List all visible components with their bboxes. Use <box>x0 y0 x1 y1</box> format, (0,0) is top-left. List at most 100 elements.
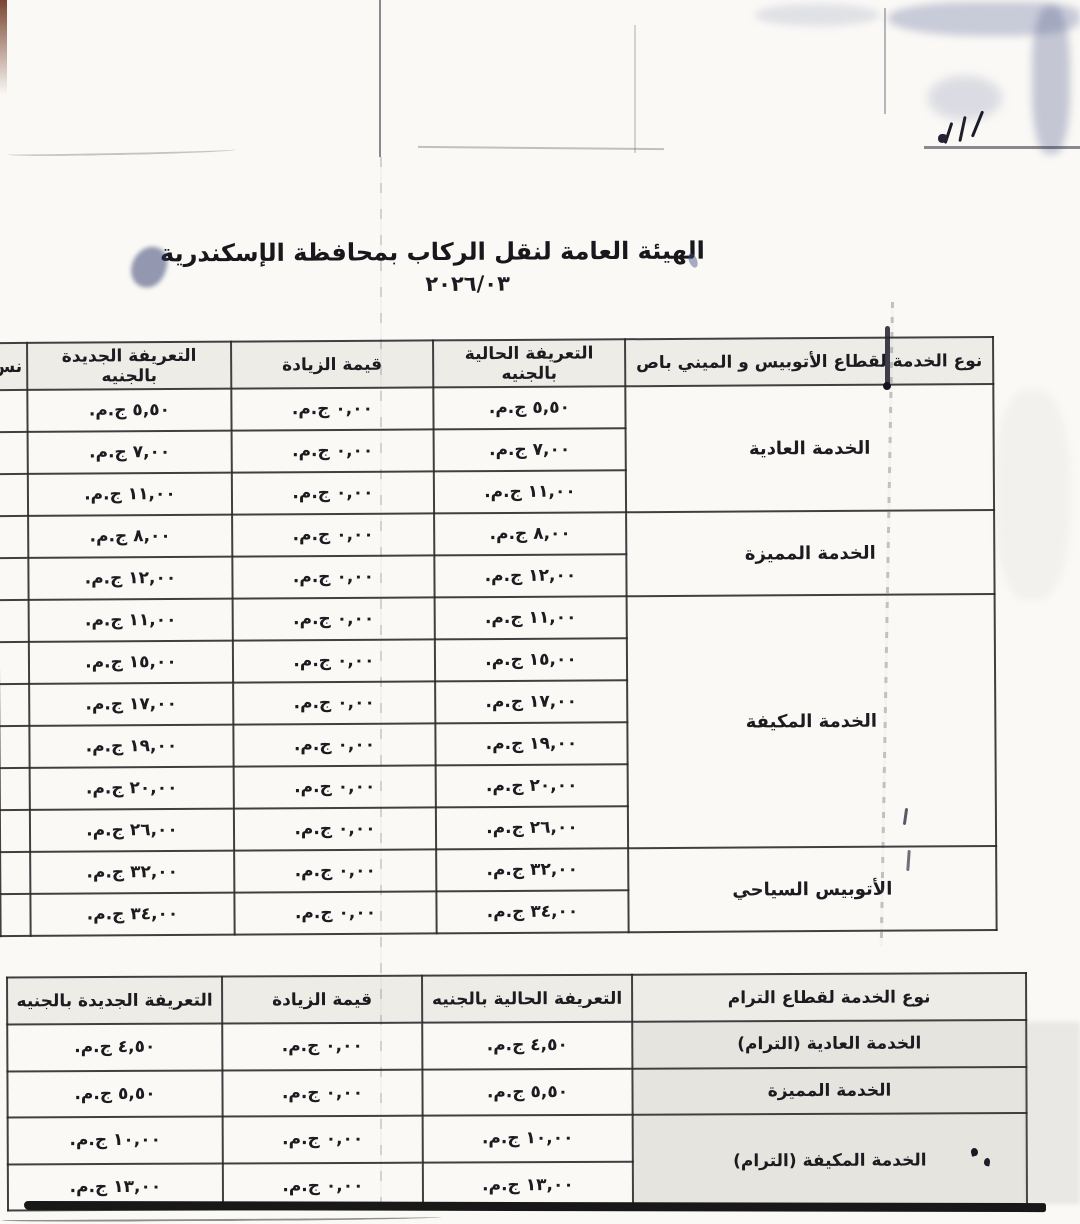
current-fare-cell: ٣٢,٠٠ ج.م. <box>436 848 629 892</box>
header-current-tariff: التعريفة الحالية بالجنيه <box>433 339 626 388</box>
new-fare-cell: ١١,٠٠ ج.م. <box>27 472 233 516</box>
scan-edge-stain <box>0 0 7 95</box>
new-fare-cell: ١٥,٠٠ ج.م. <box>28 640 234 684</box>
table-header-row: نوع الخدمة لقطاع الأتوبيس و الميني باص ا… <box>0 337 994 391</box>
header-service-type: نوع الخدمة لقطاع الترام <box>632 973 1027 1022</box>
bus-fare-table: نوع الخدمة لقطاع الأتوبيس و الميني باص ا… <box>0 336 998 937</box>
handwritten-mark <box>943 122 954 144</box>
scan-smudge-top <box>755 4 880 26</box>
table-row: الأتوبيس السياحي ٣٢,٠٠ ج.م. ٠,٠٠ ج.م. ٣٢… <box>0 845 997 933</box>
increase-cell: ٠,٠٠ ج.م. <box>222 1162 424 1210</box>
service-type-cell: الخدمة المكيفة <box>626 594 997 849</box>
new-fare-cell: ٢٦,٠٠ ج.م. <box>29 808 235 852</box>
increase-cell: ٠,٠٠ ج.م. <box>233 765 436 809</box>
service-type-cell: الخدمة المميزة <box>626 510 995 597</box>
clipped-cell <box>0 599 29 643</box>
current-fare-cell: ٤,٥٠ ج.م. <box>422 1021 633 1070</box>
increase-cell: ٠,٠٠ ج.م. <box>233 807 437 851</box>
new-fare-cell: ٨,٠٠ ج.م. <box>28 514 233 558</box>
clipped-cell <box>0 809 31 853</box>
current-fare-cell: ٨,٠٠ ج.م. <box>434 512 627 556</box>
scan-noise <box>995 390 1070 600</box>
document-date: ٢٠٢٦/٠٣ <box>425 271 510 297</box>
current-fare-cell: ٥,٥٠ ج.م. <box>433 386 626 430</box>
current-fare-cell: ٥,٥٠ ج.م. <box>422 1068 633 1116</box>
current-fare-cell: ١٢,٠٠ ج.م. <box>434 554 627 598</box>
increase-cell: ٠,٠٠ ج.م. <box>231 429 434 473</box>
new-fare-cell: ١٠,٠٠ ج.م. <box>7 1116 223 1164</box>
header-new-tariff: التعريفة الجديدة بالجنيه <box>7 976 223 1025</box>
table-row: الخدمة المميزة ٨,٠٠ ج.م. ٠,٠٠ ج.م. ٨,٠٠ … <box>0 510 995 597</box>
table-header-row: نوع الخدمة لقطاع الترام التعريفة الحالية… <box>7 973 1027 1025</box>
header-clipped-column: نس <box>0 342 28 391</box>
clipped-cell <box>0 683 30 727</box>
increase-cell: ٠,٠٠ ج.م. <box>231 387 434 431</box>
clipped-cell <box>0 641 30 685</box>
service-type-cell: الأتوبيس السياحي <box>628 845 997 933</box>
organization-title: الهيئة العامة لنقل الركاب بمحافظة الإسكن… <box>159 236 705 268</box>
new-fare-cell: ٥,٥٠ ج.م. <box>27 388 232 432</box>
scan-paper-edge-line <box>924 146 1080 149</box>
header-new-tariff: التعريفة الجديدة بالجنيه <box>27 341 232 390</box>
document-header: الهيئة العامة لنقل الركاب بمحافظة الإسكن… <box>160 237 705 298</box>
clipped-cell <box>0 389 28 433</box>
new-fare-cell: ٢٠,٠٠ ج.م. <box>29 766 234 810</box>
increase-cell: ٠,٠٠ ج.م. <box>222 1115 423 1164</box>
increase-cell: ٠,٠٠ ج.م. <box>232 555 435 599</box>
current-fare-cell: ١٠,٠٠ ج.م. <box>422 1114 633 1163</box>
handwritten-mark <box>938 134 947 143</box>
new-fare-cell: ١٣,٠٠ ج.م. <box>7 1163 224 1211</box>
clipped-cell <box>0 431 28 475</box>
scan-crease-vertical-top <box>379 0 381 157</box>
increase-cell: ٠,٠٠ ج.م. <box>234 849 437 893</box>
handwritten-mark <box>970 110 985 138</box>
new-fare-cell: ٣٤,٠٠ ج.م. <box>30 892 235 936</box>
current-fare-cell: ١١,٠٠ ج.م. <box>434 596 627 640</box>
service-type-cell: الخدمة العادية (الترام) <box>632 1020 1027 1069</box>
current-fare-cell: ٣٤,٠٠ ج.م. <box>436 890 629 934</box>
new-fare-cell: ١٢,٠٠ ج.م. <box>28 556 233 600</box>
new-fare-cell: ١١,٠٠ ج.م. <box>28 598 233 642</box>
table-row: الخدمة المكيفة (الترام) ١٠,٠٠ ج.م. ٠,٠٠ … <box>7 1113 1028 1208</box>
scan-smudge-top-right <box>888 2 1080 36</box>
increase-cell: ٠,٠٠ ج.م. <box>222 1069 423 1117</box>
new-fare-cell: ١٩,٠٠ ج.م. <box>29 724 234 768</box>
increase-cell: ٠,٠٠ ج.م. <box>233 723 436 767</box>
header-increase-value: قيمة الزيادة <box>231 340 434 389</box>
current-fare-cell: ٢٦,٠٠ ج.م. <box>435 806 629 850</box>
scan-faint-line <box>884 8 886 114</box>
scan-bottom-thin-line <box>1 1213 443 1223</box>
clipped-cell <box>0 851 31 895</box>
scan-paper-edge-line <box>417 145 665 151</box>
header-increase-value: قيمة الزيادة <box>222 975 423 1024</box>
current-fare-cell: ١٩,٠٠ ج.م. <box>435 722 628 766</box>
service-type-cell: الخدمة المميزة <box>632 1066 1027 1115</box>
scan-noise <box>1026 1022 1080 1204</box>
increase-cell: ٠,٠٠ ج.م. <box>234 891 437 935</box>
table-row: الخدمة العادية ٥,٥٠ ج.م. ٠,٠٠ ج.م. ٥,٥٠ … <box>0 384 995 513</box>
current-fare-cell: ٢٠,٠٠ ج.م. <box>435 764 628 808</box>
increase-cell: ٠,٠٠ ج.م. <box>231 471 435 515</box>
clipped-cell <box>0 767 30 811</box>
table-row: الخدمة المميزة ٥,٥٠ ج.م. ٠,٠٠ ج.م. ٥,٥٠ … <box>7 1066 1027 1118</box>
new-fare-cell: ٥,٥٠ ج.م. <box>7 1070 223 1118</box>
new-fare-cell: ٤,٥٠ ج.م. <box>7 1023 223 1071</box>
handwritten-mark <box>958 115 967 143</box>
clipped-cell <box>0 725 30 769</box>
clipped-cell <box>0 473 29 517</box>
clipped-cell <box>0 893 31 937</box>
service-type-cell: الخدمة المكيفة (الترام) <box>632 1113 1028 1208</box>
new-fare-cell: ٣٢,٠٠ ج.م. <box>30 850 235 894</box>
tram-fare-table: نوع الخدمة لقطاع الترام التعريفة الحالية… <box>6 972 1028 1211</box>
header-current-tariff: التعريفة الحالية بالجنيه <box>422 974 633 1023</box>
scan-smudge-band-right <box>1032 6 1070 154</box>
service-type-cell: الخدمة العادية <box>625 384 995 513</box>
new-fare-cell: ٧,٠٠ ج.م. <box>27 430 232 474</box>
current-fare-cell: ١١,٠٠ ج.م. <box>433 470 627 514</box>
increase-cell: ٠,٠٠ ج.م. <box>222 1022 423 1071</box>
increase-cell: ٠,٠٠ ج.م. <box>232 639 436 683</box>
increase-cell: ٠,٠٠ ج.م. <box>232 597 435 641</box>
table-row: الخدمة العادية (الترام) ٤,٥٠ ج.م. ٠,٠٠ ج… <box>7 1020 1027 1071</box>
increase-cell: ٠,٠٠ ج.م. <box>232 513 435 557</box>
